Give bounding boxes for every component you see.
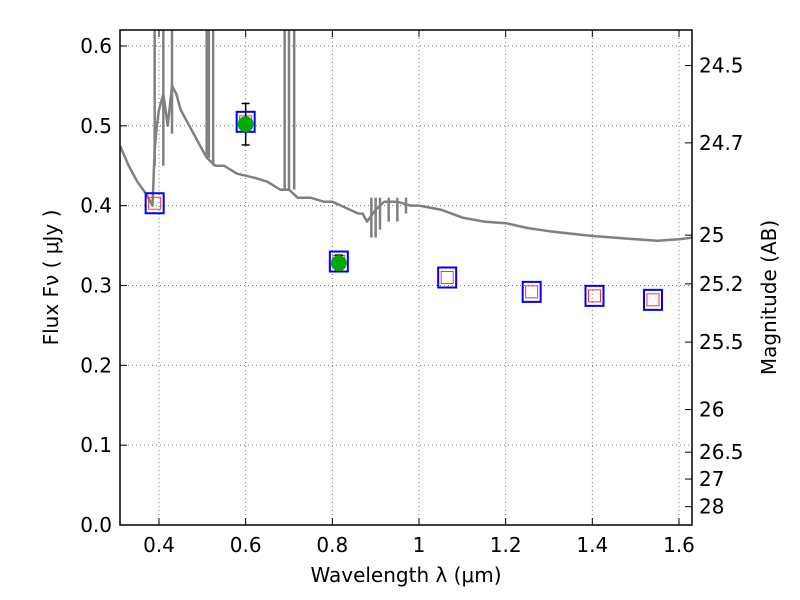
model-band-flux-marker [588, 289, 601, 303]
observed-band-marker [643, 288, 663, 311]
model-spectrum-line [120, 84, 692, 243]
x-tick-label: 1.4 [576, 533, 608, 557]
right-tick-label: 26 [699, 398, 724, 422]
right-tick-label: 24.7 [699, 131, 744, 155]
right-tick-label: 25.2 [699, 272, 744, 296]
model-band-flux-marker [525, 285, 539, 299]
right-tick-label: 25.5 [699, 330, 744, 354]
x-axis-title: Wavelength λ (μm) [310, 563, 501, 587]
y-axis-title: Flux Fν ( μJy ) [39, 210, 63, 346]
y-tick-label: 0.0 [80, 513, 112, 537]
right-tick-label: 24.5 [699, 54, 744, 78]
y-tick-label: 0.4 [80, 194, 112, 218]
model-band-flux-marker [646, 293, 660, 307]
y-tick-label: 0.2 [80, 353, 112, 377]
x-tick-label: 0.6 [230, 533, 262, 557]
plot-frame [119, 29, 693, 526]
right-tick-label: 27 [699, 467, 724, 491]
observed-band-marker [144, 192, 165, 215]
detection-point [237, 116, 254, 133]
x-tick-label: 1.6 [663, 533, 695, 557]
right-tick-label: 28 [699, 495, 724, 519]
observed-band-marker [521, 280, 542, 303]
plot-area [120, 30, 692, 311]
right-tick-label: 26.5 [699, 440, 744, 464]
x-tick-label: 0.4 [143, 533, 175, 557]
ticks: 0.4 0.6 0.8 1 1.2 1.4 1.6 0.0 0.1 0.2 0.3 0.4 0.5 0.6… [80, 30, 744, 557]
y-tick-label: 0.5 [80, 114, 112, 138]
right-tick-label: 25 [699, 223, 724, 247]
y-tick-label: 0.1 [80, 433, 112, 457]
y-tick-label: 0.6 [80, 34, 112, 58]
model-band-flux-marker [148, 196, 162, 210]
y-tick-label: 0.3 [80, 273, 112, 297]
model-band-flux-marker [440, 271, 454, 284]
detection-point [330, 255, 347, 272]
x-tick-label: 0.8 [316, 533, 348, 557]
observed-band-marker [437, 266, 458, 289]
x-tick-label: 1 [413, 533, 426, 557]
right-axis-title: Magnitude (AB) [757, 220, 781, 375]
observed-band-marker [584, 284, 605, 307]
x-tick-label: 1.2 [490, 533, 522, 557]
